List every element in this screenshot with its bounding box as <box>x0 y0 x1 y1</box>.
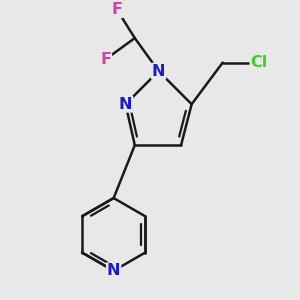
Text: Cl: Cl <box>250 55 268 70</box>
Text: N: N <box>152 64 165 79</box>
Text: N: N <box>119 97 132 112</box>
Text: F: F <box>111 2 122 17</box>
Text: N: N <box>107 263 120 278</box>
Text: F: F <box>100 52 111 67</box>
